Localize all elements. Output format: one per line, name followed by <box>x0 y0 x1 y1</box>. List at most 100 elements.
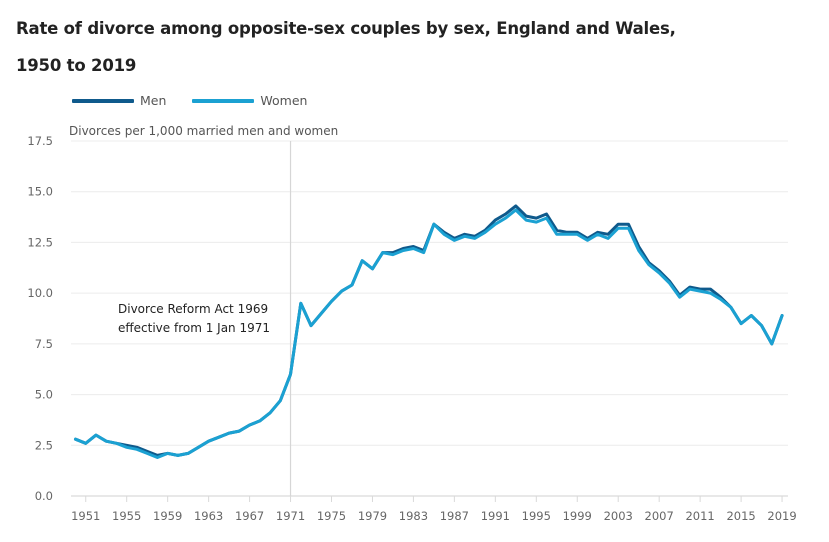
data-point-women[interactable] <box>207 440 210 443</box>
data-point-women[interactable] <box>218 436 221 439</box>
data-point-women[interactable] <box>146 452 149 455</box>
data-point-women[interactable] <box>166 452 169 455</box>
data-point-women[interactable] <box>484 231 487 234</box>
data-point-women[interactable] <box>678 296 681 299</box>
data-point-women[interactable] <box>402 249 405 252</box>
data-point-women[interactable] <box>504 217 507 220</box>
data-point-men[interactable] <box>514 205 517 208</box>
data-point-women[interactable] <box>525 219 528 222</box>
data-point-men[interactable] <box>709 288 712 291</box>
data-point-women[interactable] <box>381 251 384 254</box>
data-point-women[interactable] <box>545 217 548 220</box>
x-tick-label: 1975 <box>317 509 346 523</box>
data-point-women[interactable] <box>637 249 640 252</box>
chart-title-line1: Rate of divorce among opposite-sex coupl… <box>16 19 676 38</box>
data-point-women[interactable] <box>351 284 354 287</box>
data-point-women[interactable] <box>84 442 87 445</box>
x-tick-label: 1987 <box>440 509 469 523</box>
data-point-women[interactable] <box>125 446 128 449</box>
data-point-women[interactable] <box>422 251 425 254</box>
data-point-women[interactable] <box>136 448 139 451</box>
y-tick-label: 12.5 <box>27 235 53 249</box>
data-point-men[interactable] <box>607 233 610 236</box>
data-point-women[interactable] <box>156 456 159 459</box>
data-point-women[interactable] <box>699 290 702 293</box>
data-point-women[interactable] <box>740 322 743 325</box>
data-point-men[interactable] <box>627 223 630 226</box>
data-point-women[interactable] <box>709 292 712 295</box>
data-point-women[interactable] <box>95 434 98 437</box>
legend: Men Women <box>72 93 333 108</box>
data-point-women[interactable] <box>392 253 395 256</box>
data-point-men[interactable] <box>494 219 497 222</box>
data-point-women[interactable] <box>474 237 477 240</box>
data-point-women[interactable] <box>770 343 773 346</box>
y-tick-label: 5.0 <box>35 388 53 402</box>
data-point-women[interactable] <box>371 267 374 270</box>
data-point-men[interactable] <box>545 213 548 216</box>
series-line-women[interactable] <box>74 208 784 459</box>
x-tick-label: 2015 <box>726 509 755 523</box>
data-point-women[interactable] <box>197 446 200 449</box>
data-point-women[interactable] <box>719 298 722 301</box>
data-point-women[interactable] <box>494 223 497 226</box>
data-point-women[interactable] <box>310 324 313 327</box>
data-point-women[interactable] <box>555 233 558 236</box>
data-point-women[interactable] <box>535 221 538 224</box>
data-point-women[interactable] <box>248 424 251 427</box>
data-point-women[interactable] <box>617 227 620 230</box>
data-point-women[interactable] <box>361 259 364 262</box>
legend-item-men[interactable]: Men <box>72 93 166 108</box>
data-point-women[interactable] <box>689 288 692 291</box>
data-point-women[interactable] <box>433 223 436 226</box>
data-point-women[interactable] <box>586 239 589 242</box>
annotation-line2: effective from 1 Jan 1971 <box>118 321 270 335</box>
data-point-women[interactable] <box>668 282 671 285</box>
data-point-women[interactable] <box>289 373 292 376</box>
x-tick-label: 1951 <box>71 509 100 523</box>
data-point-men[interactable] <box>535 217 538 220</box>
data-point-women[interactable] <box>453 239 456 242</box>
data-point-women[interactable] <box>340 290 343 293</box>
data-point-women[interactable] <box>760 324 763 327</box>
data-point-women[interactable] <box>576 233 579 236</box>
data-point-women[interactable] <box>74 438 77 441</box>
data-point-women[interactable] <box>187 452 190 455</box>
data-point-women[interactable] <box>299 302 302 305</box>
data-point-women[interactable] <box>320 312 323 315</box>
data-point-women[interactable] <box>115 442 118 445</box>
legend-item-women[interactable]: Women <box>192 93 307 108</box>
data-point-women[interactable] <box>730 306 733 309</box>
annotation-line1: Divorce Reform Act 1969 <box>118 302 268 316</box>
data-point-women[interactable] <box>258 420 261 423</box>
y-tick-label: 7.5 <box>35 337 53 351</box>
x-tick-label: 1971 <box>276 509 305 523</box>
x-tick-label: 1955 <box>112 509 141 523</box>
data-point-women[interactable] <box>648 263 651 266</box>
data-point-women[interactable] <box>627 227 630 230</box>
x-tick-label: 2019 <box>767 509 796 523</box>
x-tick-label: 1999 <box>563 509 592 523</box>
data-point-women[interactable] <box>238 430 241 433</box>
data-point-men[interactable] <box>504 213 507 216</box>
data-point-women[interactable] <box>269 411 272 414</box>
data-point-women[interactable] <box>750 314 753 317</box>
data-point-women[interactable] <box>177 454 180 457</box>
data-point-women[interactable] <box>607 237 610 240</box>
data-point-women[interactable] <box>228 432 231 435</box>
data-point-women[interactable] <box>105 440 108 443</box>
y-tick-label: 17.5 <box>27 134 53 148</box>
data-point-women[interactable] <box>596 233 599 236</box>
series-group <box>74 204 784 459</box>
data-point-men[interactable] <box>617 223 620 226</box>
data-point-women[interactable] <box>463 235 466 238</box>
data-point-women[interactable] <box>658 272 661 275</box>
data-point-women[interactable] <box>566 233 569 236</box>
data-point-women[interactable] <box>330 300 333 303</box>
data-point-women[interactable] <box>781 314 784 317</box>
data-point-women[interactable] <box>514 209 517 212</box>
data-point-women[interactable] <box>279 399 282 402</box>
data-point-women[interactable] <box>443 233 446 236</box>
data-point-women[interactable] <box>412 247 415 250</box>
